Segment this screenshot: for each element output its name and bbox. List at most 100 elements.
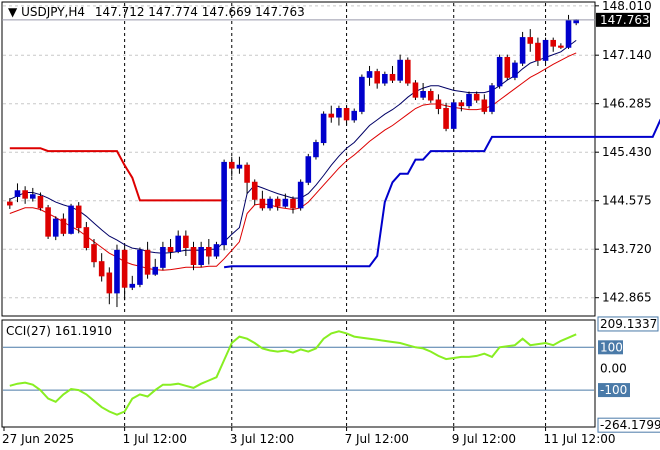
bear-candle <box>83 227 90 248</box>
bear-candle <box>259 198 266 209</box>
time-tick-label: 1 Jul 12:00 <box>123 432 187 446</box>
time-axis: 27 Jun 2025 1 Jul 12:00 3 Jul 12:00 7 Jul 1… <box>2 427 616 446</box>
candlesticks <box>7 14 579 308</box>
bear-candle <box>144 249 151 275</box>
bear-candle <box>121 249 128 288</box>
symbol-label: USDJPY,H4 <box>21 5 85 19</box>
price-tick-label: 147.140 <box>602 48 652 62</box>
bull-candle <box>397 59 403 81</box>
bear-candle <box>45 207 51 237</box>
bull-candle <box>282 198 289 207</box>
bull-candle <box>236 164 243 169</box>
cci-panel: CCI(27) 161.1910 <box>1 319 596 428</box>
cci-tick-label: 209.1337 <box>600 317 657 331</box>
price-tick-label: 145.430 <box>602 145 652 159</box>
time-tick-label: 7 Jul 12:00 <box>345 432 409 446</box>
price-tick-label: 148.010 <box>602 0 652 13</box>
bear-candle <box>167 246 174 252</box>
bear-candle <box>343 108 350 121</box>
price-tick-label: 144.575 <box>602 194 652 208</box>
time-tick-label: 3 Jul 12:00 <box>230 432 294 446</box>
bull-candle <box>297 181 304 209</box>
time-tick-label: 11 Jul 12:00 <box>544 432 616 446</box>
bull-candle <box>152 266 159 275</box>
stop-low-line <box>223 118 660 269</box>
bull-candle <box>221 161 227 246</box>
current-price-tag: 147.763 <box>596 12 650 27</box>
bull-candle <box>489 85 495 112</box>
bear-candle <box>481 99 488 112</box>
cci-level-tag <box>597 316 659 332</box>
cci-tick-label: 0.00 <box>600 362 627 376</box>
bear-candle <box>435 99 442 110</box>
bear-candle <box>37 195 44 209</box>
bull-candle <box>14 190 21 197</box>
bull-candle <box>512 62 518 78</box>
price-panel: ▼ USDJPY,H4 147.712 147.774 147.669 147.… <box>1 1 660 317</box>
bull-candle <box>160 246 166 268</box>
bear-candle <box>504 56 511 78</box>
bull-candle <box>137 249 143 285</box>
bull-candle <box>267 198 273 209</box>
cci-level-tag <box>598 383 630 398</box>
bear-candle <box>206 246 212 257</box>
bull-candle <box>450 102 457 129</box>
bear-candle <box>473 93 480 101</box>
cci-tick-label: 100 <box>600 340 623 354</box>
ohlc-values: 147.712 147.774 147.669 147.763 <box>95 5 305 19</box>
current-price-tag-background <box>596 12 650 27</box>
bull-candle <box>175 235 181 252</box>
bear-candle <box>458 102 465 107</box>
bull-candle <box>52 218 59 237</box>
cci-tick-label: -100 <box>600 383 627 397</box>
bear-candle <box>443 108 449 129</box>
cci-tick-label: -264.1799 <box>600 418 660 432</box>
bull-candle <box>68 205 74 234</box>
time-tick-label: 27 Jun 2025 <box>2 432 74 446</box>
bear-candle <box>374 71 380 84</box>
bear-candle <box>389 73 396 81</box>
bear-candle <box>91 244 97 263</box>
bear-candle <box>274 198 281 207</box>
bull-candle <box>542 39 549 61</box>
bull-candle <box>313 142 319 158</box>
cci-level-tag <box>597 417 660 433</box>
cci-panel-frame <box>1 319 596 428</box>
bull-candle <box>336 108 342 118</box>
bull-candle <box>565 20 572 48</box>
bear-candle <box>60 218 67 234</box>
bull-candle <box>305 156 312 183</box>
bear-candle <box>7 201 13 206</box>
bull-candle <box>519 37 526 64</box>
bull-candle <box>359 76 365 112</box>
bull-candle <box>114 249 120 294</box>
bear-candle <box>328 113 335 118</box>
bull-candle <box>198 246 204 266</box>
bull-candle <box>366 71 373 78</box>
bear-candle <box>98 261 105 277</box>
bear-candle <box>405 59 411 84</box>
bear-candle <box>290 198 296 209</box>
bull-candle <box>320 113 327 144</box>
collapse-triangle-icon[interactable]: ▼ <box>8 5 18 19</box>
symbol-header: ▼ USDJPY,H4 147.712 147.774 147.669 147.… <box>8 5 305 19</box>
bear-candle <box>427 90 434 101</box>
bear-candle <box>228 161 235 169</box>
bull-candle <box>466 93 472 107</box>
cci-line <box>9 330 577 416</box>
bear-candle <box>535 42 541 61</box>
bear-candle <box>106 272 113 294</box>
price-tick-label: 142.865 <box>602 291 652 305</box>
bull-candle <box>496 56 503 87</box>
bear-candle <box>183 235 189 248</box>
bear-candle <box>75 205 82 229</box>
bull-candle <box>382 73 388 84</box>
cci-axis: 209.1337 100 0.00 -100 -264.1799 <box>597 316 660 433</box>
price-panel-frame <box>1 1 596 317</box>
price-tick-label: 143.720 <box>602 242 652 256</box>
bear-candle <box>190 246 197 266</box>
cci-level-tag <box>598 340 623 355</box>
stop-high-line <box>9 147 225 202</box>
